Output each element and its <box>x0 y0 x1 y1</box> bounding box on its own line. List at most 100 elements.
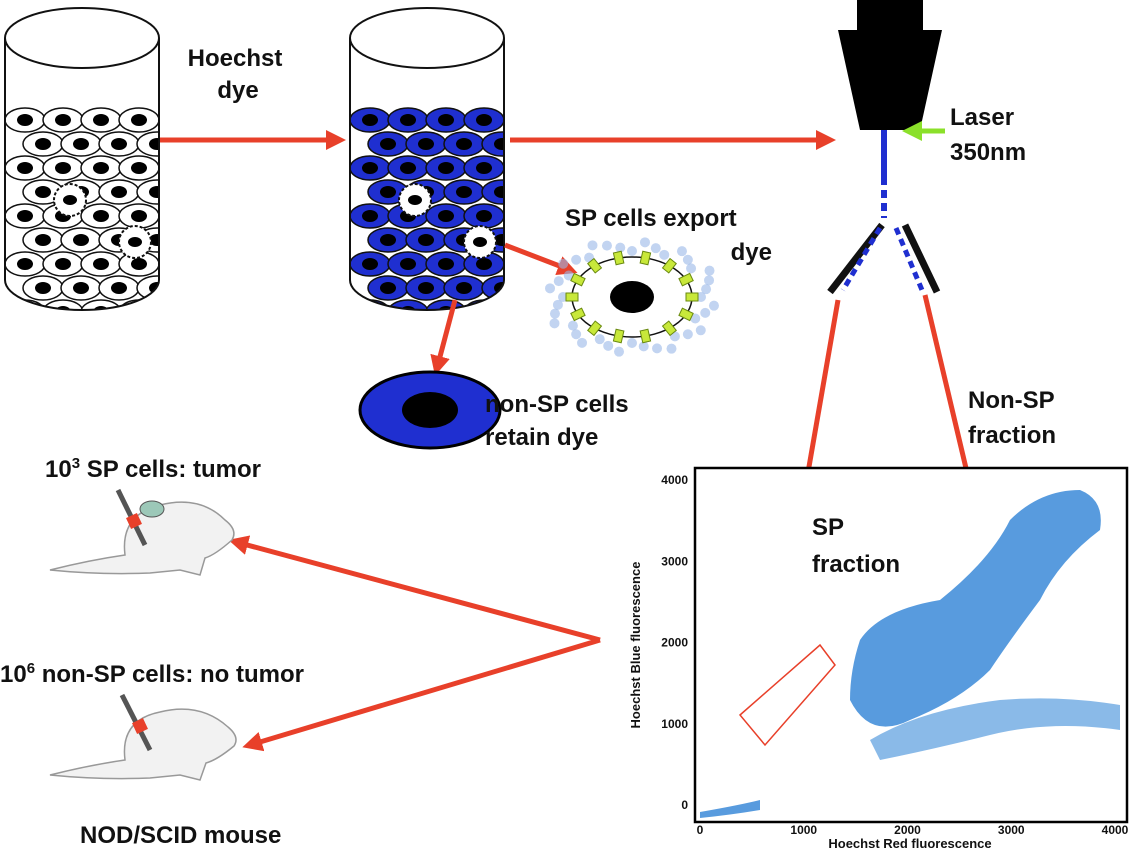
cell <box>350 299 391 310</box>
nucleus <box>93 210 109 222</box>
pump <box>570 272 586 287</box>
nucleus <box>35 234 51 246</box>
nucleus <box>362 258 378 270</box>
model-label: NOD/SCID mouse <box>80 822 281 849</box>
pump <box>661 257 677 274</box>
tube-outline <box>4 38 160 311</box>
dye-dot <box>571 254 582 265</box>
x-tick-label: 0 <box>697 823 704 837</box>
dye-dot <box>652 343 663 354</box>
dye-dot <box>666 343 677 354</box>
y-tick-label: 1000 <box>661 717 688 731</box>
cell <box>425 299 467 310</box>
nucleus <box>149 138 159 150</box>
scatter-plot: 0 1000 2000 3000 4000 0 1000 2000 3000 4000 Hoech… <box>628 466 1129 851</box>
nucleus <box>380 282 396 294</box>
nucleus <box>131 258 147 270</box>
nucleus <box>55 258 71 270</box>
nucleus <box>149 234 159 246</box>
nucleus <box>380 138 396 150</box>
nucleus <box>494 138 504 150</box>
mouse <box>49 693 237 781</box>
text: non-SP cells: no tumor <box>35 661 304 688</box>
nucleus <box>610 281 654 313</box>
y-tick-label: 2000 <box>661 636 688 650</box>
dye-dot <box>601 240 612 251</box>
nucleus <box>35 282 51 294</box>
label: dye <box>217 77 258 104</box>
sp-cell <box>545 237 719 357</box>
pump <box>587 320 603 337</box>
tube-top <box>349 7 505 69</box>
detector <box>901 223 941 294</box>
pump <box>685 292 699 302</box>
nucleus <box>456 282 472 294</box>
nucleus <box>73 138 89 150</box>
x-tick-label: 4000 <box>1102 823 1129 837</box>
nucleus <box>128 237 142 247</box>
pump <box>639 250 652 266</box>
dye-dot <box>695 325 706 336</box>
dye-dot <box>587 240 598 251</box>
nucleus <box>476 114 492 126</box>
nucleus <box>149 186 159 198</box>
count: 10 <box>45 456 72 483</box>
nucleus <box>362 306 378 310</box>
label: fraction <box>812 551 900 578</box>
label: 350nm <box>950 139 1026 166</box>
cell <box>463 299 504 310</box>
pump <box>639 328 652 344</box>
nucleus <box>380 186 396 198</box>
nucleus <box>476 162 492 174</box>
nucleus <box>473 237 487 247</box>
pump <box>612 328 625 344</box>
dye-dot <box>627 338 637 348</box>
pump <box>587 257 603 274</box>
nucleus <box>456 138 472 150</box>
pump <box>612 250 625 266</box>
exponent: 3 <box>72 455 80 472</box>
nucleus <box>93 258 109 270</box>
x-axis-label: Hoechst Red fluorescence <box>828 836 991 851</box>
count: 10 <box>0 661 27 688</box>
nucleus <box>131 210 147 222</box>
nucleus <box>456 186 472 198</box>
beam-split <box>840 226 883 292</box>
label: retain dye <box>485 424 598 451</box>
nucleus <box>418 138 434 150</box>
dye-dot <box>639 237 650 248</box>
dye-dot <box>549 308 560 319</box>
tube-outline <box>349 38 505 311</box>
nucleus <box>73 282 89 294</box>
cell <box>42 299 84 310</box>
dye-dot <box>577 337 588 348</box>
label: SP cells export <box>565 205 737 232</box>
y-tick-label: 0 <box>681 798 688 812</box>
pump <box>678 272 694 287</box>
nucleus <box>55 162 71 174</box>
nucleus <box>63 195 77 205</box>
x-tick-label: 1000 <box>790 823 817 837</box>
sp-gate <box>738 643 836 747</box>
nucleus <box>400 162 416 174</box>
label: fraction <box>968 422 1056 449</box>
dye-dot <box>594 334 605 345</box>
nucleus <box>131 306 147 310</box>
pump <box>570 307 586 322</box>
nucleus <box>55 114 71 126</box>
dye-dot <box>553 276 564 287</box>
dye-dot <box>650 243 661 254</box>
dye-dot <box>682 254 693 265</box>
nucleus <box>438 162 454 174</box>
dye-dot <box>638 341 649 352</box>
text: SP cells: tumor <box>80 456 261 483</box>
nucleus <box>131 114 147 126</box>
dye-dot <box>676 246 687 257</box>
nucleus <box>408 195 422 205</box>
nucleus <box>35 186 51 198</box>
label: Hoechst <box>188 45 283 72</box>
mouse <box>49 488 235 576</box>
dye-dot <box>571 329 582 340</box>
dye-dot <box>549 318 560 329</box>
